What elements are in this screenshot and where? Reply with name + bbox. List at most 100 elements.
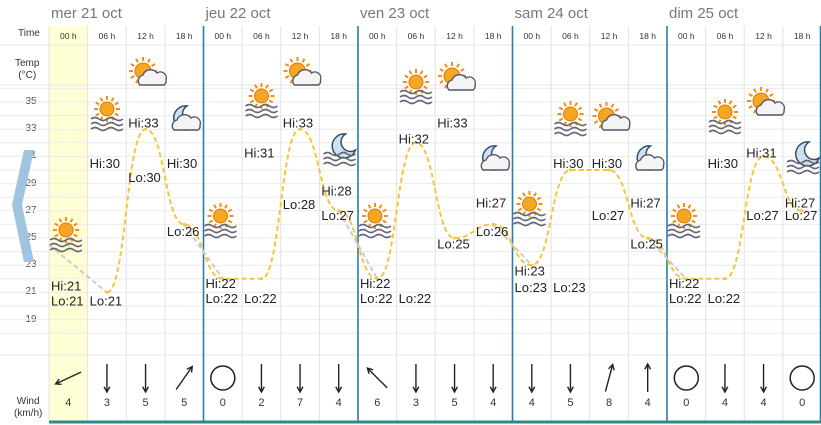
hilo-label: Hi:22 (360, 276, 390, 291)
wind-row-label: Wind (km/h) (14, 396, 42, 420)
wind-speed-label: 4 (722, 397, 728, 409)
sun-fog-icon (708, 99, 742, 135)
temp-line-night (646, 237, 688, 280)
hilo-label: Lo:25 (437, 236, 470, 251)
temp-point (684, 277, 688, 281)
calm-wind-icon (789, 365, 815, 391)
hilo-label: Lo:22 (360, 291, 393, 306)
hilo-label: Hi:33 (128, 115, 158, 130)
time-tick-label: 12 h (137, 31, 154, 41)
temp-point (491, 222, 495, 226)
wind-arrow-icon (760, 364, 768, 394)
time-tick-label: 06 h (253, 31, 270, 41)
time-tick-label: 00 h (678, 31, 695, 41)
temp-point (375, 277, 379, 281)
wind-arrow-icon (54, 371, 82, 385)
temp-axis-label: Temp (°C) (15, 58, 39, 82)
time-tick-label: 18 h (330, 31, 347, 41)
hilo-label: Hi:30 (553, 156, 583, 171)
hilo-label: Hi:30 (167, 156, 197, 171)
y-tick-label: 27 (25, 204, 37, 216)
time-tick-label: 06 h (99, 31, 116, 41)
temp-point (723, 277, 727, 281)
sun-fog-icon (49, 217, 83, 253)
sun-fog-icon (245, 83, 278, 119)
wind-arrow-icon (451, 364, 459, 394)
temp-point (221, 277, 225, 281)
wind-arrow-icon (296, 364, 304, 394)
hilo-label: Hi:33 (437, 115, 467, 130)
wind-speed-label: 0 (799, 397, 805, 409)
hilo-label: Lo:30 (128, 170, 161, 185)
hilo-label: Hi:31 (244, 145, 274, 160)
sun-cloud-icon (438, 62, 477, 91)
day-label: mer 21 oct (51, 5, 122, 22)
hilo-label: Lo:23 (515, 280, 548, 295)
time-tick-label: 06 h (562, 31, 579, 41)
temp-point (607, 168, 611, 172)
wind-arrow-icon (528, 364, 536, 394)
hilo-label: Hi:30 (708, 156, 738, 171)
hilo-label: Hi:27 (785, 196, 815, 211)
wind-arrow-icon (604, 363, 615, 392)
time-tick-label: 12 h (755, 31, 772, 41)
hilo-label: Lo:27 (746, 208, 779, 223)
time-tick-label: 06 h (717, 31, 734, 41)
temp-point (646, 236, 650, 240)
temp-point (453, 236, 457, 240)
sun-cloud-icon (129, 57, 168, 86)
sun-fog-icon (204, 203, 237, 239)
hilo-label: Hi:27 (630, 196, 660, 211)
temp-point (568, 168, 572, 172)
moon-cloud-icon (480, 145, 511, 171)
scroll-left-arrow[interactable] (8, 150, 38, 290)
wind-unit: (km/h) (14, 408, 43, 419)
wind-speed-label: 5 (143, 397, 149, 409)
hilo-label: Hi:30 (592, 156, 622, 171)
hilo-label: Hi:32 (399, 132, 429, 147)
time-tick-label: 18 h (485, 31, 502, 41)
temp-point (762, 154, 766, 158)
wind-speed-label: 5 (181, 397, 187, 409)
y-tick-label: 19 (25, 313, 37, 325)
wind-speed-label: 3 (413, 397, 419, 409)
calm-wind-icon (210, 365, 236, 391)
wind-speed-label: 8 (606, 397, 612, 409)
y-tick-label: 33 (25, 123, 37, 135)
wind-speed-label: 4 (645, 397, 651, 409)
wind-arrow-icon (566, 364, 574, 394)
wind-speed-label: 4 (761, 397, 767, 409)
moon-fog-icon (786, 141, 821, 175)
temp-unit: (°C) (18, 70, 37, 81)
hilo-label: Hi:31 (746, 145, 776, 160)
temp-point (530, 263, 534, 267)
wind-speed-label: 0 (683, 397, 689, 409)
hilo-label: Lo:22 (399, 291, 432, 306)
time-tick-label: 18 h (639, 31, 656, 41)
hilo-label: Hi:27 (476, 196, 506, 211)
temp-line (106, 128, 803, 294)
moon-cloud-icon (171, 105, 202, 131)
calm-wind-icon (673, 365, 700, 391)
temp-label: Temp (15, 58, 40, 69)
wind-speed-label: 5 (452, 397, 458, 409)
hilo-label: Lo:27 (592, 208, 625, 223)
wind-arrow-icon (142, 364, 150, 394)
sun-fog-icon (399, 69, 433, 105)
wind-speed-label: 7 (297, 397, 303, 409)
hilo-label: Hi:21 (51, 279, 81, 294)
wind-arrow-icon (103, 364, 111, 394)
hilo-label: Hi:22 (206, 276, 236, 291)
wind-speed-label: 6 (374, 397, 380, 409)
time-tick-label: 12 h (446, 31, 463, 41)
sun-cloud-icon (283, 57, 322, 86)
hilo-label: Lo:27 (785, 208, 818, 223)
wind-speed-label: 4 (490, 397, 496, 409)
hilo-label: Lo:26 (167, 224, 200, 239)
sun-fog-icon (358, 203, 392, 239)
hilo-label: Hi:22 (669, 276, 699, 291)
day-label: ven 23 oct (360, 5, 430, 22)
wind-arrow-icon (175, 365, 194, 390)
